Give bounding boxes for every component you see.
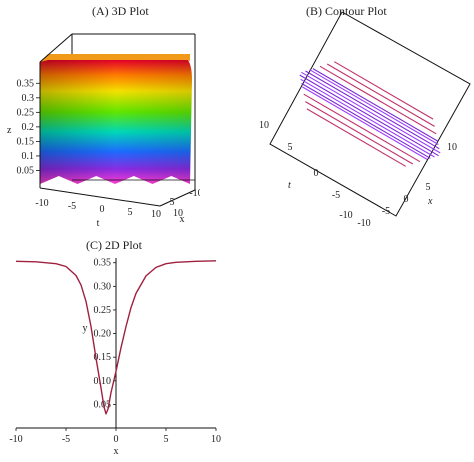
y-tick-label: 0.05 bbox=[94, 399, 112, 410]
contour-line bbox=[303, 93, 421, 163]
x-tick-label: 10 bbox=[211, 434, 221, 445]
panel-2d-plot: (C) 2D Plot -10 -5 0 5 10 x 0.35 0.30 0.25 0.20 0.… bbox=[0, 232, 232, 462]
series-line bbox=[15, 260, 217, 415]
z-tick-label: 0.2 bbox=[22, 122, 35, 133]
panel-b-title: (B) Contour Plot bbox=[306, 4, 387, 18]
box-edge-bottom-right bbox=[159, 189, 196, 207]
box-edge-bottom-front bbox=[39, 187, 161, 207]
z-tick-label: 0.3 bbox=[22, 93, 35, 104]
x-tick-label: 5 bbox=[426, 182, 431, 193]
z-tick-label: 0.05 bbox=[17, 165, 35, 176]
x-tick-label: 10 bbox=[173, 208, 183, 219]
x-axis-label: x bbox=[114, 446, 119, 457]
t-tick-label: 5 bbox=[288, 142, 293, 153]
x-tick-label: 0 bbox=[114, 434, 119, 445]
y-tick-label: 0.15 bbox=[94, 352, 112, 363]
contour-line bbox=[319, 65, 437, 135]
contour-frame bbox=[269, 11, 471, 217]
panel-3d-plot: (A) 3D Plot 0.35 0.3 0.25 0.2 0.15 0.1 0.05 z -1… bbox=[0, 0, 200, 232]
panel-contour-plot: (B) Contour Plot 10 5 0 -5 -10 t -10 -5 0 5 10 x bbox=[246, 0, 474, 240]
box-edge-top-left bbox=[39, 33, 73, 63]
x-tick-label: 5 bbox=[170, 197, 175, 208]
t-tick-label: -5 bbox=[68, 201, 76, 212]
contour-line bbox=[301, 71, 441, 154]
contour-line bbox=[305, 70, 440, 150]
contour-center bbox=[314, 81, 426, 147]
contour-line bbox=[306, 108, 406, 167]
y-tick-label: 0.20 bbox=[94, 329, 112, 340]
y-tick-label: 0.10 bbox=[94, 376, 112, 387]
t-axis-label: t bbox=[97, 218, 100, 229]
t-tick-label: 5 bbox=[128, 207, 133, 218]
t-tick-label: -5 bbox=[332, 190, 340, 201]
surface-shading bbox=[40, 60, 192, 184]
x-tick-label: -10 bbox=[9, 434, 22, 445]
x-tick-label: -10 bbox=[189, 188, 200, 199]
contour-line bbox=[334, 61, 434, 120]
z-axis-label: z bbox=[7, 125, 12, 136]
contour-line bbox=[312, 68, 438, 142]
y-tick-label: 0.25 bbox=[94, 305, 112, 316]
z-tick-label: 0.15 bbox=[17, 136, 35, 147]
x-tick-label: 0 bbox=[404, 194, 409, 205]
x-tick-label: 5 bbox=[164, 434, 169, 445]
contour-line bbox=[326, 63, 435, 127]
x-tick-label: -10 bbox=[357, 218, 370, 229]
t-tick-label: 10 bbox=[259, 120, 269, 131]
y-axis-label: y bbox=[83, 323, 88, 334]
x-tick-label: -5 bbox=[62, 434, 70, 445]
t-axis-label: t bbox=[288, 180, 291, 191]
panel-c-title: (C) 2D Plot bbox=[86, 238, 143, 252]
surface-3d-chart: 0.350.30.250.20.150.10.05z-10-50510t-105… bbox=[7, 33, 200, 229]
t-tick-label: -10 bbox=[339, 210, 352, 221]
x-tick-label: -5 bbox=[382, 206, 390, 217]
t-tick-label: 0 bbox=[100, 204, 105, 215]
z-tick-label: 0.25 bbox=[17, 107, 35, 118]
t-tick-label: 0 bbox=[314, 168, 319, 179]
y-tick-label: 0.30 bbox=[94, 281, 112, 292]
x-axis-label: x bbox=[427, 196, 433, 207]
t-tick-label: -10 bbox=[35, 198, 48, 209]
contour-chart: 10 5 0 -5 -10 t -10 -5 0 5 10 x bbox=[259, 11, 471, 229]
contour-line bbox=[309, 69, 439, 145]
contour-line bbox=[299, 74, 439, 157]
contour-line bbox=[300, 78, 435, 158]
line-chart: -10 -5 0 5 10 x 0.35 0.30 0.25 0.20 0.15 0.10 0.05 y bbox=[9, 258, 221, 457]
surface-top-rim bbox=[40, 54, 190, 62]
contour-line bbox=[302, 86, 428, 160]
x-axis-label: x bbox=[180, 214, 185, 225]
z-tick-label: 0.35 bbox=[17, 78, 35, 89]
panel-a-title: (A) 3D Plot bbox=[92, 4, 149, 18]
y-tick-label: 0.35 bbox=[94, 258, 112, 269]
t-tick-label: 10 bbox=[151, 209, 161, 220]
contour-line bbox=[301, 83, 431, 159]
z-tick-label: 0.1 bbox=[22, 151, 35, 162]
x-tick-label: 10 bbox=[447, 142, 457, 153]
contour-line bbox=[305, 101, 414, 165]
